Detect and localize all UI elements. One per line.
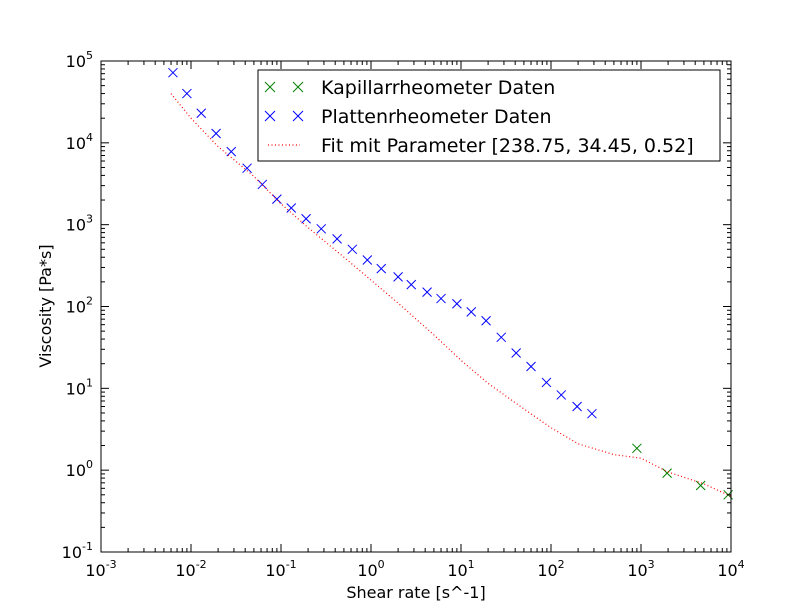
platten-point (572, 401, 582, 412)
platten-point (393, 272, 403, 282)
legend: Kapillarrheometer Daten Plattenrheometer… (257, 69, 721, 162)
y-tick-label: 101 (66, 376, 93, 398)
kapillar-point (695, 480, 706, 491)
x-tick-label: 10-2 (175, 558, 206, 580)
x-tick-label: 103 (627, 558, 654, 580)
platten-point (466, 307, 477, 317)
x-tick-label: 100 (357, 558, 384, 580)
ticks-layer: 10-3 10-2 10-1 100 101 102 103 104 10-1 100 101 102… (62, 49, 745, 580)
legend-marker-kapillar (264, 81, 304, 93)
platten-point (211, 128, 221, 139)
x-tick-label: 10-3 (85, 558, 116, 580)
series-layer (168, 67, 734, 500)
platten-point (481, 315, 491, 326)
platten-point (376, 263, 387, 274)
x-axis-label: Shear rate [s^-1] (346, 583, 485, 602)
legend-box (257, 69, 721, 162)
y-tick-label: 102 (66, 295, 93, 317)
legend-marker-platten (264, 110, 304, 122)
platten-point (362, 255, 373, 265)
platten-point (452, 298, 462, 309)
platten-point (286, 203, 297, 213)
platten-point (168, 67, 178, 78)
platten-point (301, 213, 311, 224)
legend-label-platten: Plattenrheometer Daten (321, 106, 552, 128)
y-tick-label: 104 (66, 131, 93, 153)
kapillar-point (632, 443, 642, 454)
legend-label-fit: Fit mit Parameter [238.75, 34.45, 0.52] (321, 135, 694, 157)
y-tick-label: 105 (66, 49, 93, 71)
y-tick-label: 10-1 (62, 540, 93, 562)
x-tick-label: 10-1 (265, 558, 296, 580)
platten-point (242, 163, 252, 174)
y-axis-label: Viscosity [Pa*s] (36, 244, 55, 367)
platten-point (587, 408, 597, 419)
x-tick-label: 101 (447, 558, 474, 580)
x-tick-label: 102 (537, 558, 564, 580)
platten-point (556, 390, 567, 400)
platten-point (226, 146, 237, 157)
platten-point (182, 88, 192, 99)
platten-point (496, 332, 507, 343)
plot-frame (100, 60, 732, 553)
fit-line (170, 93, 732, 497)
platten-point (316, 223, 327, 234)
platten-point (422, 287, 432, 297)
platten-point (196, 108, 207, 119)
y-tick-label: 103 (66, 213, 93, 235)
legend-label-kapillar: Kapillarrheometer Daten (321, 77, 555, 99)
platten-point (541, 377, 552, 388)
platten-point (347, 244, 358, 255)
platten-point (332, 234, 342, 244)
y-tick-label: 100 (66, 458, 93, 480)
platten-point (406, 279, 417, 290)
platten-point (511, 348, 522, 358)
kapillar-point (662, 468, 672, 478)
platten-point (436, 293, 446, 304)
x-tick-label: 104 (717, 558, 744, 580)
platten-point (526, 361, 536, 372)
